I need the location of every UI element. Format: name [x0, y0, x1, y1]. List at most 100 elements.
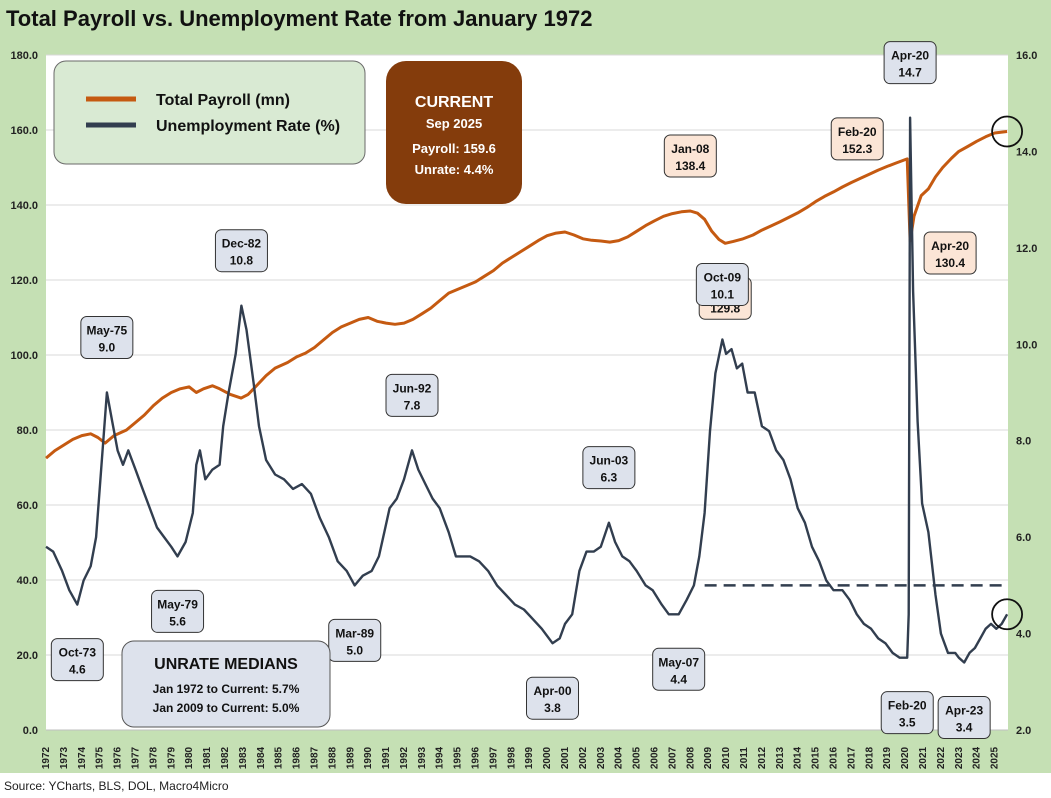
annotation: Mar-89 5.0 — [328, 618, 382, 662]
left-tick-label: 120.0 — [10, 275, 38, 287]
annotation-date: Feb-20 — [888, 699, 927, 713]
annotation-date: Oct-09 — [704, 270, 742, 284]
annotation: Feb-20 152.3 — [830, 117, 884, 161]
annotation-value: 10.1 — [711, 287, 735, 301]
x-tick-label: 1993 — [417, 746, 428, 769]
x-tick-label: 1989 — [345, 746, 356, 769]
medians-box: UNRATE MEDIANS Jan 1972 to Current: 5.7%… — [121, 640, 331, 728]
current-heading: CURRENT — [415, 94, 493, 111]
annotation: Feb-20 3.5 — [880, 691, 934, 735]
annotation-date: May-75 — [87, 324, 128, 338]
annotation: Oct-09 10.1 — [695, 262, 749, 306]
annotation: May-79 5.6 — [151, 589, 205, 633]
x-tick-label: 1974 — [77, 746, 88, 769]
annotation-box — [663, 134, 717, 178]
annotation-value: 14.7 — [898, 66, 922, 80]
annotation: Apr-00 3.8 — [526, 676, 580, 720]
right-tick-label: 6.0 — [1016, 532, 1031, 544]
legend-unrate-label: Unemployment Rate (%) — [156, 118, 340, 135]
annotation-date: May-79 — [157, 597, 198, 611]
right-tick-label: 8.0 — [1016, 436, 1031, 448]
x-tick-label: 1991 — [381, 746, 392, 769]
annotation-box — [80, 316, 134, 359]
annotation: Apr-23 3.4 — [937, 696, 991, 739]
annotation-value: 9.0 — [99, 341, 116, 355]
annotation-date: Apr-20 — [931, 239, 969, 253]
plot-area — [46, 55, 1008, 730]
annotation: Apr-20 130.4 — [923, 231, 977, 275]
medians-box-bg — [121, 640, 331, 728]
x-tick-label: 2013 — [775, 746, 786, 769]
source-note: Source: YCharts, BLS, DOL, Macro4Micro — [4, 779, 229, 793]
right-tick-label: 12.0 — [1016, 243, 1037, 255]
x-tick-label: 1987 — [309, 746, 320, 769]
annotation-date: Apr-23 — [945, 704, 983, 718]
annotation-box — [526, 676, 580, 720]
left-tick-label: 40.0 — [17, 575, 38, 587]
x-tick-label: 1997 — [488, 746, 499, 769]
x-tick-label: 2016 — [828, 746, 839, 769]
annotation-date: Feb-20 — [838, 125, 877, 139]
current-box-bg — [386, 61, 522, 204]
annotation: Jun-03 6.3 — [582, 446, 636, 490]
annotation-date: May-07 — [658, 655, 699, 669]
x-tick-label: 1983 — [238, 746, 249, 769]
annotation-box — [883, 41, 937, 85]
annotation-value: 5.0 — [346, 643, 363, 657]
x-tick-label: 2025 — [990, 746, 1001, 769]
annotation: Jun-92 7.8 — [385, 373, 439, 417]
x-tick-label: 2022 — [936, 746, 947, 769]
annotation-value: 3.4 — [956, 721, 973, 735]
x-tick-label: 2015 — [811, 746, 822, 769]
right-tick-label: 14.0 — [1016, 146, 1037, 158]
x-tick-label: 2001 — [560, 746, 571, 769]
left-tick-label: 20.0 — [17, 650, 38, 662]
medians-line1: Jan 1972 to Current: 5.7% — [153, 682, 300, 696]
x-tick-label: 2019 — [882, 746, 893, 769]
x-tick-label: 2000 — [542, 746, 553, 769]
x-tick-label: 2011 — [739, 747, 750, 769]
x-tick-label: 2003 — [596, 746, 607, 769]
x-tick-label: 2014 — [793, 746, 804, 769]
annotation-box — [923, 231, 977, 275]
title-bar: Total Payroll vs. Unemployment Rate from… — [0, 0, 1051, 38]
axis-layer: 0.0 20.0 40.0 60.0 80.0 100.0 120.0 140.0 160.0 1… — [10, 50, 1037, 769]
x-tick-label: 1992 — [399, 746, 410, 769]
current-unrate: Unrate: 4.4% — [415, 162, 494, 177]
annotation-date: Apr-20 — [891, 49, 929, 63]
x-tick-label: 1978 — [148, 746, 159, 769]
annotation: Oct-73 4.6 — [50, 638, 104, 682]
x-tick-label: 2018 — [864, 746, 875, 769]
annotation-value: 7.8 — [404, 398, 421, 412]
chart-svg: 0.0 20.0 40.0 60.0 80.0 100.0 120.0 140.0 160.0 1… — [10, 41, 1037, 769]
x-tick-label: 2017 — [846, 746, 857, 769]
annotation: May-75 9.0 — [80, 316, 134, 359]
x-tick-label: 2004 — [614, 746, 625, 769]
current-date: Sep 2025 — [426, 116, 482, 131]
x-tick-label: 1996 — [471, 746, 482, 769]
annotation-value: 152.3 — [842, 142, 872, 156]
x-tick-label: 1976 — [113, 746, 124, 769]
x-tick-label: 1990 — [363, 746, 374, 769]
x-tick-label: 2010 — [721, 746, 732, 769]
annotation-value: 6.3 — [601, 471, 618, 485]
annotation-value: 4.4 — [670, 672, 687, 686]
x-tick-label: 1995 — [453, 746, 464, 769]
annotation-date: Oct-73 — [59, 646, 97, 660]
annotation-box — [582, 446, 636, 490]
annotation-box — [328, 618, 382, 662]
annotation-date: Jun-92 — [393, 381, 432, 395]
annotation-box — [695, 262, 749, 306]
series-layer — [45, 115, 1024, 664]
x-tick-label: 1986 — [292, 746, 303, 769]
annotation-date: Mar-89 — [335, 626, 374, 640]
x-tick-label: 2002 — [578, 746, 589, 769]
left-tick-label: 140.0 — [10, 200, 38, 212]
annotation-value: 130.4 — [935, 256, 965, 270]
x-tick-label: 2012 — [757, 746, 768, 769]
payroll-line — [45, 130, 1008, 460]
x-tick-label: 1985 — [274, 746, 285, 769]
annotation-box — [151, 589, 205, 633]
medians-line2: Jan 2009 to Current: 5.0% — [153, 701, 300, 715]
annotation-box — [214, 229, 268, 273]
